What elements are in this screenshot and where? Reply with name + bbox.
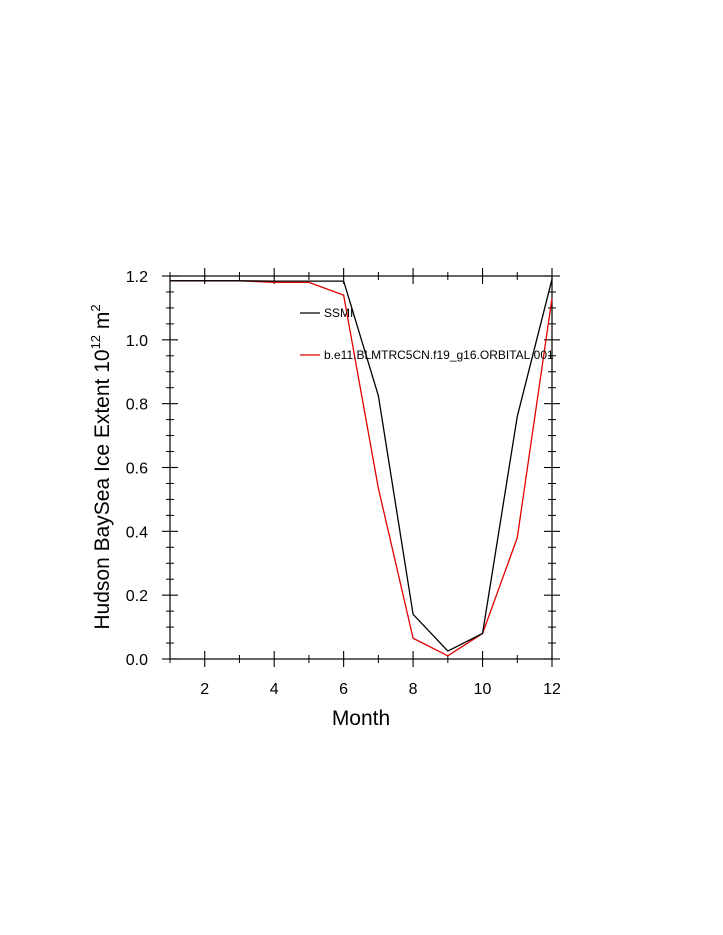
x-tick-label-6: 6 [339, 681, 348, 698]
y-axis-title: Hudson BaySea Ice Extent 1012 m2 [88, 304, 114, 629]
y-axis-title-unit-exponent: 2 [88, 304, 103, 311]
legend-label-1: b.e11.BLMTRC5CN.f19_g16.ORBITAL.001 [324, 348, 554, 362]
axis-tick-labels: 2 4 6 8 10 12 0.0 0.2 0.4 0.6 0.8 1.0 1.2 [126, 269, 561, 698]
y-tick-label-2: 0.4 [126, 524, 148, 541]
x-tick-label-12: 12 [543, 681, 561, 698]
x-tick-label-10: 10 [474, 681, 492, 698]
x-tick-label-8: 8 [409, 681, 418, 698]
y-tick-label-0: 0.0 [126, 652, 148, 669]
y-axis-title-unit: m [91, 312, 114, 335]
legend-label-0: SSMI [324, 306, 353, 320]
legend: SSMI b.e11.BLMTRC5CN.f19_g16.ORBITAL.001 [300, 306, 554, 362]
series-lines [170, 279, 553, 657]
y-axis-title-main: Hudson BaySea Ice Extent 10 [91, 349, 114, 629]
y-tick-label-4: 0.8 [126, 397, 148, 414]
x-axis-title: Month [332, 707, 390, 730]
y-tick-label-3: 0.6 [126, 461, 148, 478]
series-line-0 [170, 279, 553, 652]
y-tick-label-5: 1.0 [126, 333, 148, 350]
axis-ticks [162, 268, 560, 667]
y-tick-label-6: 1.2 [126, 269, 148, 286]
x-tick-label-4: 4 [270, 681, 279, 698]
y-tick-label-1: 0.2 [126, 588, 148, 605]
x-tick-label-2: 2 [200, 681, 209, 698]
y-axis-title-exponent: 12 [88, 335, 103, 349]
